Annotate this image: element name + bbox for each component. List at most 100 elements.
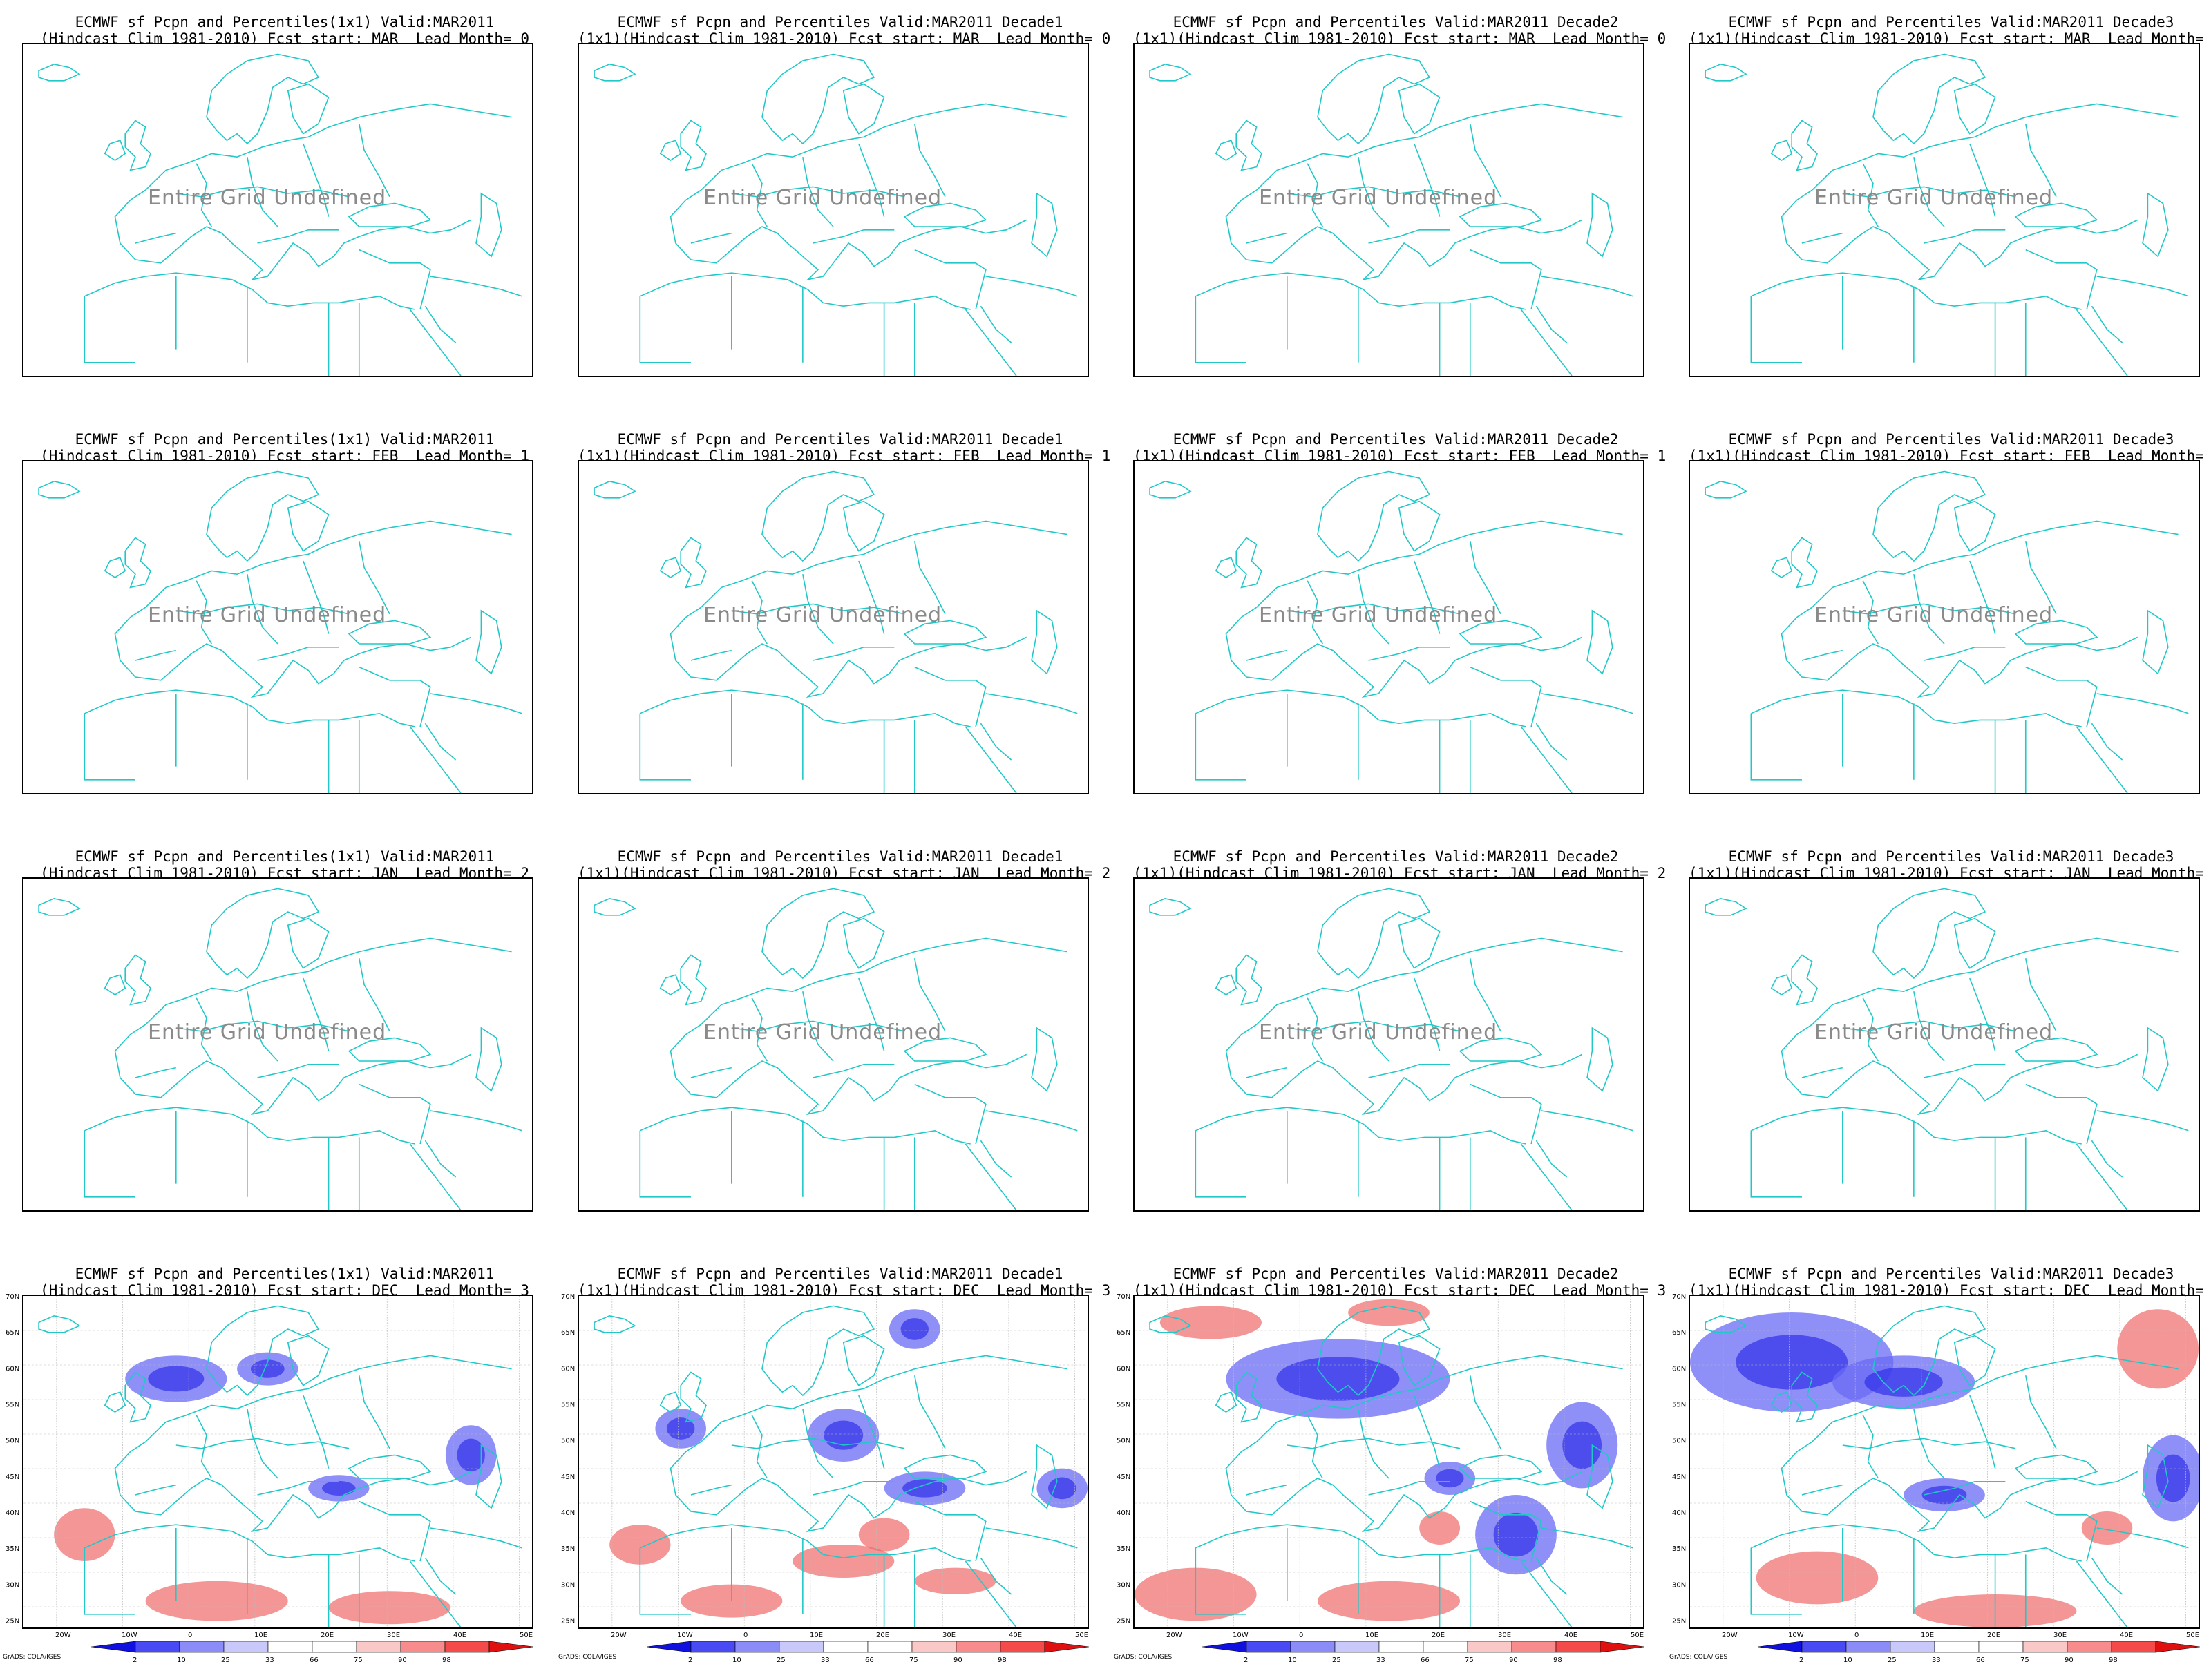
- lon-tick-label: 10E: [1921, 1632, 1934, 1639]
- lon-tick-label: 20E: [1432, 1632, 1445, 1639]
- coastline: [1781, 1442, 2137, 1531]
- coastline: [1802, 233, 1843, 243]
- lon-tick-label: 0: [1854, 1632, 1859, 1639]
- coastline: [1287, 187, 1460, 196]
- coastline: [1802, 1068, 1843, 1078]
- coastline: [258, 1065, 339, 1078]
- lat-tick-label: 25N: [1117, 1618, 1130, 1625]
- coastline: [176, 1528, 359, 1628]
- coastline: [425, 723, 455, 760]
- dry-anomaly-core: [902, 1479, 947, 1498]
- panel-title: ECMWF sf Pcpn and Percentiles Valid:MAR2…: [1728, 1266, 2174, 1282]
- coastline: [115, 190, 471, 280]
- lat-tick-label: 70N: [6, 1293, 19, 1301]
- map-panel: ECMWF sf Pcpn and Percentiles Valid:MAR2…: [1689, 14, 2211, 428]
- coastline: [1307, 998, 1322, 1061]
- coastline: [1705, 899, 1746, 915]
- coastline: [2015, 203, 2097, 227]
- lon-tick-label: 40E: [1009, 1632, 1022, 1639]
- map-frame: Entire Grid Undefined: [1133, 877, 1644, 1212]
- dry-anomaly-core: [1047, 1477, 1076, 1500]
- coastline: [1751, 296, 1802, 363]
- coastline: [844, 84, 884, 134]
- map-canvas: [1135, 44, 1643, 376]
- panel-title: ECMWF sf Pcpn and Percentiles Valid:MAR2…: [1728, 14, 2174, 30]
- lat-tick-label: 60N: [1117, 1365, 1130, 1373]
- coastline: [349, 1038, 430, 1061]
- coastline: [1751, 714, 1802, 780]
- coastline: [410, 1561, 461, 1628]
- coastline: [2026, 541, 2056, 614]
- coastline: [915, 1375, 945, 1449]
- lon-tick-label: 30E: [1498, 1632, 1511, 1639]
- coastline: [1873, 471, 1985, 561]
- lon-tick-label: 20E: [1987, 1632, 2000, 1639]
- dry-anomaly-core: [1436, 1469, 1464, 1488]
- grads-credit: GrADS: COLA/IGES: [3, 1654, 61, 1661]
- coastline: [803, 157, 833, 227]
- coastline: [1032, 1028, 1057, 1091]
- lon-tick-label: 10E: [254, 1632, 267, 1639]
- coastline: [1318, 471, 1430, 561]
- wet-anomaly-area: [609, 1525, 671, 1565]
- wet-anomaly-area: [681, 1584, 783, 1618]
- coastline: [1307, 581, 1322, 644]
- map-canvas: [23, 461, 532, 793]
- coastline: [1541, 276, 1633, 296]
- coastline: [1226, 190, 1582, 280]
- lat-tick-label: 55N: [6, 1402, 19, 1409]
- coastline: [1751, 1548, 1802, 1614]
- lat-tick-label: 50N: [1672, 1438, 1686, 1445]
- lat-tick-label: 70N: [1117, 1293, 1130, 1301]
- map-canvas: [579, 1296, 1088, 1628]
- coastline: [1358, 574, 1389, 644]
- coastline: [2143, 193, 2168, 256]
- map-panel: ECMWF sf Pcpn and Percentiles Valid:MAR2…: [1114, 1266, 1666, 1680]
- coastline: [1521, 727, 1572, 793]
- coastline: [1914, 574, 1944, 644]
- lon-tick-label: 20W: [55, 1632, 71, 1639]
- lat-tick-label: 70N: [561, 1293, 575, 1301]
- colorbar-swatch: [2155, 1641, 2201, 1653]
- coastline: [1460, 1455, 1541, 1478]
- coastline: [207, 1306, 319, 1395]
- coastline: [1843, 1021, 2015, 1031]
- coastline: [1216, 557, 1236, 578]
- lon-tick-label: 20E: [876, 1632, 889, 1639]
- panel-title: ECMWF sf Pcpn and Percentiles Valid:MAR2…: [617, 431, 1063, 448]
- lat-tick-label: 30N: [1672, 1581, 1686, 1589]
- coastline: [135, 651, 176, 660]
- lat-tick-label: 55N: [1672, 1402, 1686, 1409]
- coastline: [844, 502, 884, 551]
- coastline: [762, 471, 874, 561]
- coastline: [1358, 157, 1389, 227]
- colorbar-swatch: [1801, 1641, 1847, 1653]
- coastline: [1216, 140, 1236, 160]
- coastline: [980, 723, 1011, 760]
- coastline: [661, 975, 681, 995]
- panel-title: ECMWF sf Pcpn and Percentiles Valid:MAR2…: [617, 848, 1063, 865]
- colorbar-swatch: [911, 1641, 957, 1653]
- lon-tick-label: 50E: [2186, 1632, 2199, 1639]
- colorbar-swatch: [779, 1641, 824, 1653]
- coastline: [1843, 694, 2026, 793]
- coastline: [640, 1107, 970, 1144]
- coastline: [1705, 1316, 1746, 1333]
- coastline: [1150, 1316, 1190, 1333]
- coastline: [247, 574, 278, 644]
- coastline: [146, 104, 512, 190]
- coastline: [135, 1068, 176, 1078]
- map-frame: Entire Grid Undefined: [578, 43, 1089, 377]
- coastline: [1705, 64, 1746, 81]
- coastline: [904, 203, 986, 227]
- lon-tick-label: 20W: [1166, 1632, 1182, 1639]
- coastline: [986, 276, 1077, 296]
- colorbar-swatch: [1378, 1641, 1424, 1653]
- coastline: [1358, 991, 1389, 1061]
- colorbar-swatch: [400, 1641, 446, 1653]
- coastline: [1470, 1502, 1541, 1561]
- coastline: [2091, 306, 2122, 343]
- coastline: [39, 481, 79, 498]
- coastline: [1970, 561, 1995, 634]
- coastline: [1358, 1409, 1389, 1478]
